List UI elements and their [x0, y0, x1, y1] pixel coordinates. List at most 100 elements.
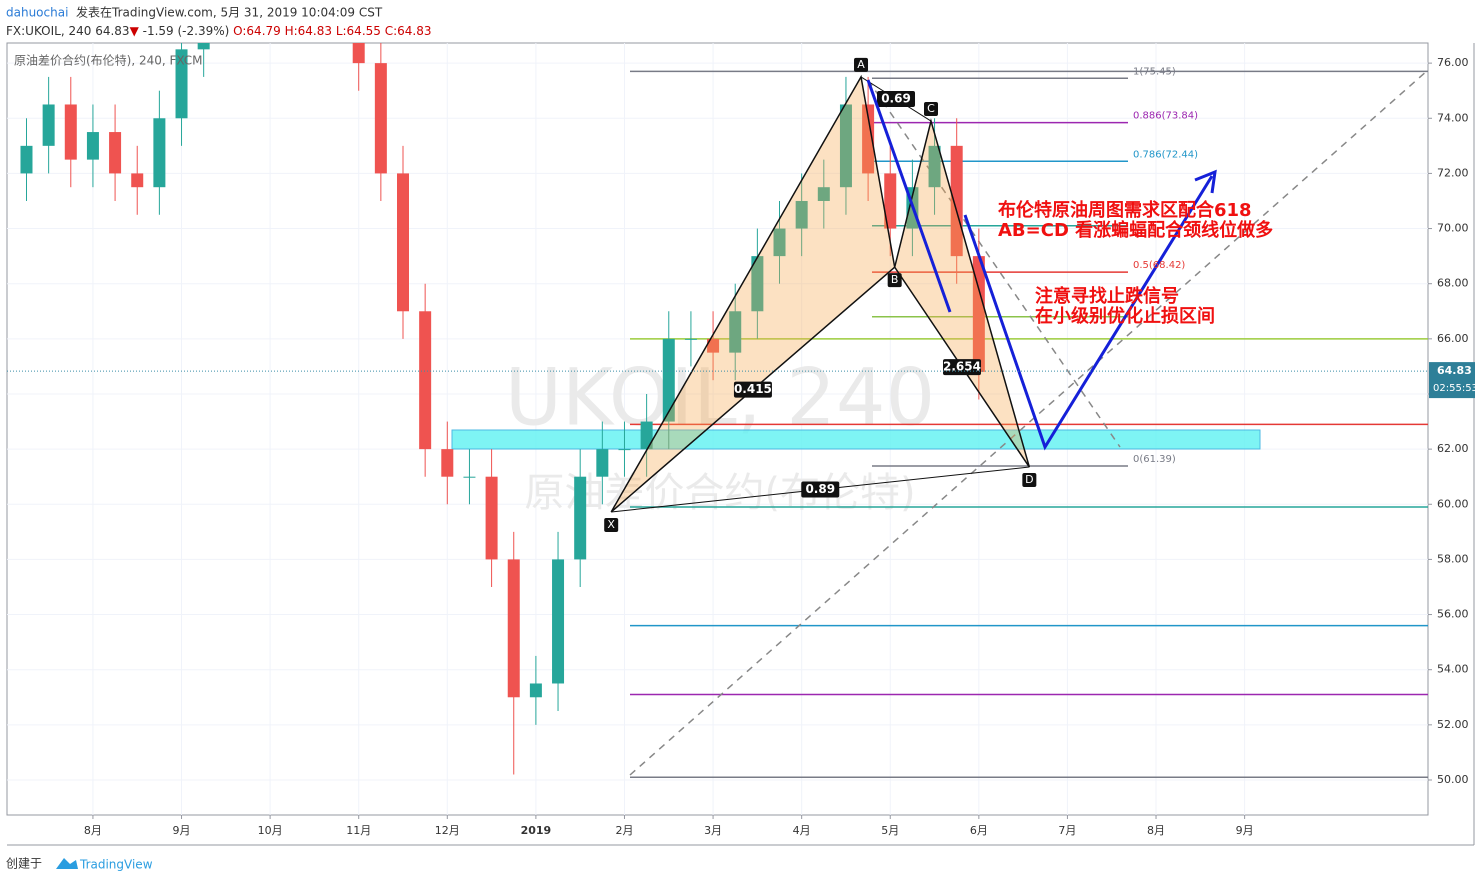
published: 发表在TradingView.com, 5月 31, 2019 10:04:09… [76, 5, 383, 20]
price-tag-label: 64.83 [1437, 364, 1472, 377]
candle-body [529, 683, 542, 698]
candle-body [684, 338, 697, 340]
ohlc: O:64.79 H:64.83 L:64.55 C:64.83 [233, 24, 431, 38]
x-tick-label: 5月 [881, 824, 899, 837]
author: dahuochai [6, 6, 68, 20]
legend: 原油差价合约(布伦特), 240, FXCM [14, 53, 203, 68]
annotation: 在小级别优化止损区间 [1035, 305, 1215, 327]
x-tick-label: 2月 [615, 824, 633, 837]
candle-body [972, 256, 985, 372]
candle-body [795, 200, 808, 229]
point-box [854, 57, 869, 72]
last: 64.83 [95, 24, 129, 38]
y-tick-label: 70.00 [1437, 222, 1469, 235]
candle-body [374, 63, 387, 174]
y-tick-label: 58.00 [1437, 552, 1469, 565]
x-tick-label: 12月 [435, 824, 460, 837]
ratio-label: 0.89 [805, 482, 835, 496]
symbol: FX:UKOIL, 240 64.83▼ -1.59 (-2.39%) O:64… [6, 24, 432, 38]
candle-body [729, 311, 742, 353]
candle-body [197, 43, 210, 50]
ratio-box [877, 90, 916, 107]
annotation: 布伦特原油周图需求区配合618 [998, 199, 1252, 221]
demand-zone [451, 429, 1261, 450]
price-tag [1429, 362, 1475, 399]
y-tick-label: 56.00 [1437, 608, 1469, 621]
candle-body [419, 311, 432, 450]
point-box [924, 102, 939, 117]
point-label: A [857, 58, 865, 71]
point-label: X [607, 518, 615, 531]
x-tick-label: 9月 [173, 824, 191, 837]
watermark-sub: 原油差价合约(布伦特) [524, 470, 915, 516]
y-tick-label: 66.00 [1437, 332, 1469, 345]
arrow: ▼ [130, 24, 140, 38]
ratio-box [733, 381, 772, 398]
plot-frame [6, 42, 1429, 816]
change: -1.59 (-2.39%) [143, 24, 230, 38]
point-label: B [891, 273, 899, 286]
arrow-head [1194, 169, 1217, 194]
trend-line [867, 79, 1121, 448]
trend-line [629, 69, 1429, 776]
candle-body [773, 228, 786, 257]
candle-body [507, 559, 520, 698]
point-box [887, 273, 902, 288]
x-tick-label: 6月 [970, 824, 988, 837]
candle-body [552, 559, 565, 684]
candle-body [485, 476, 498, 560]
y-tick-label: 72.00 [1437, 166, 1469, 179]
candle-body [153, 118, 166, 188]
candle-body [596, 449, 609, 477]
candle-body [817, 187, 830, 201]
x-tick-label: 9月 [1236, 824, 1254, 837]
ratio-label: 2.654 [943, 360, 981, 374]
candle-body [618, 449, 631, 451]
fib-label: 1(75.45) [1133, 66, 1176, 77]
annotation: AB=CD 看涨蝙蝠配合颈线位做多 [998, 219, 1273, 241]
countdown: 02:55:53 [1433, 383, 1478, 394]
symbol-name: FX:UKOIL, 240 [6, 24, 91, 38]
fib-label: 0.786(72.44) [1133, 149, 1198, 160]
y-tick-label: 54.00 [1437, 663, 1469, 676]
candle-body [109, 132, 122, 174]
candle-body [751, 256, 764, 312]
candle-body [928, 145, 941, 188]
y-tick-label: 76.00 [1437, 56, 1469, 69]
candle-body [862, 104, 875, 174]
x-tick-label: 7月 [1058, 824, 1076, 837]
candle-body [42, 104, 55, 146]
x-tick-label: 10月 [258, 824, 283, 837]
candle-body [662, 338, 675, 422]
candle-body [175, 49, 188, 119]
x-tick-label: 11月 [346, 824, 371, 837]
point-label: C [927, 102, 935, 115]
x-tick-label: 8月 [84, 824, 102, 837]
y-tick-label: 52.00 [1437, 718, 1469, 731]
y-tick-label: 62.00 [1437, 442, 1469, 455]
point-box [604, 517, 619, 532]
candle-body [86, 132, 99, 160]
fib-label: 0.886(73.84) [1133, 111, 1198, 122]
point-label: D [1025, 473, 1033, 486]
candle-body [950, 145, 963, 257]
point-box [1022, 473, 1037, 488]
footer-brand[interactable]: TradingView [79, 858, 153, 872]
fib-label: 0.5(68.42) [1133, 260, 1185, 271]
candle-body [131, 173, 144, 188]
candle-body [574, 476, 587, 560]
candle-body [397, 173, 410, 312]
x-tick-label: 4月 [793, 824, 811, 837]
y-tick-label: 50.00 [1437, 773, 1469, 786]
projection-arrow [963, 175, 1214, 451]
x-tick-label: 2019 [521, 824, 552, 837]
candle-body [839, 104, 852, 188]
candle-body [64, 104, 77, 160]
ratio-box [801, 481, 840, 498]
ratio-label: 0.415 [734, 382, 772, 396]
candle-body [20, 145, 33, 174]
y-tick-label: 68.00 [1437, 277, 1469, 290]
logo [56, 858, 78, 869]
